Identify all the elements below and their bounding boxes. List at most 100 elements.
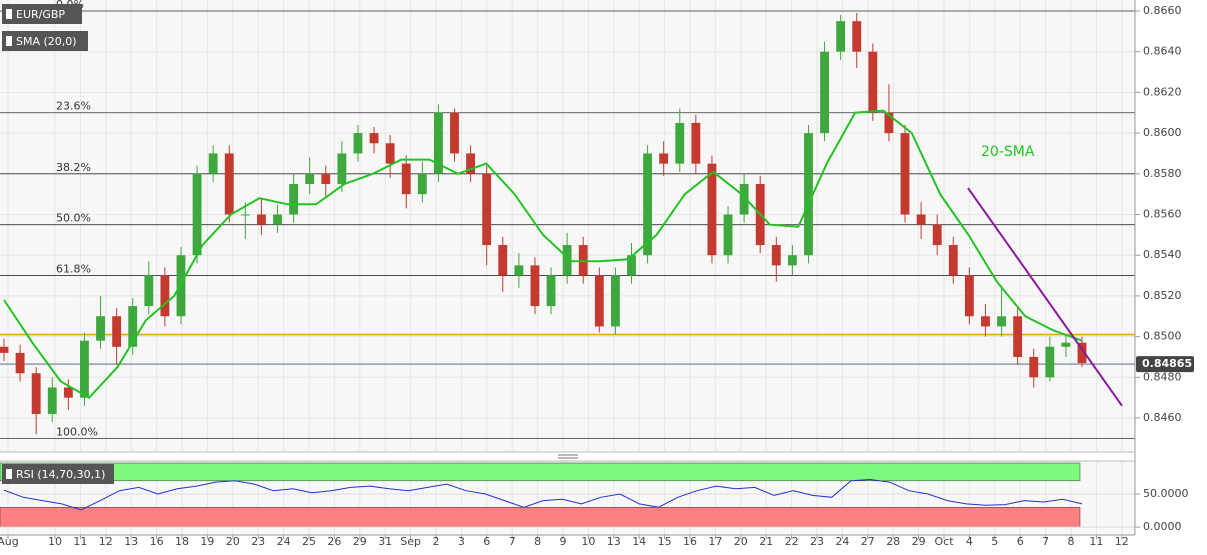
candle-body <box>31 373 41 414</box>
candle-body <box>578 245 588 276</box>
y-tick-label: 0.8480 <box>1143 370 1182 383</box>
fib-label: 23.6% <box>56 100 91 113</box>
candle-body <box>369 133 379 144</box>
candle-body <box>144 275 154 307</box>
candle-body <box>981 316 990 327</box>
fib-label: 50.0% <box>56 212 91 225</box>
x-tick-label: 12 <box>99 535 113 548</box>
candle-body <box>659 153 669 164</box>
x-tick-label: 17 <box>708 535 722 548</box>
candle-body <box>643 153 653 256</box>
candle-body <box>562 245 572 276</box>
y-tick-label: 0.8580 <box>1143 167 1182 180</box>
candle-body <box>932 224 942 246</box>
candle-body <box>675 122 685 164</box>
x-tick-label: Sep <box>400 535 421 548</box>
candle-body <box>546 275 556 307</box>
x-tick-label: 23 <box>251 535 265 548</box>
icon <box>6 469 12 479</box>
x-tick-label: 9 <box>560 535 567 548</box>
x-tick-label: 12 <box>1115 535 1129 548</box>
candle-body <box>498 245 508 276</box>
candle-body <box>1029 356 1039 378</box>
candle-body <box>916 214 926 225</box>
y-tick-label: 0.8460 <box>1143 411 1182 424</box>
x-tick-label: 21 <box>759 535 773 548</box>
rsi-box <box>2 464 114 484</box>
y-tick-label: 0.8660 <box>1143 4 1182 17</box>
candle-body <box>417 173 427 195</box>
candle-body <box>820 51 829 134</box>
sma-line <box>3 109 1083 399</box>
candle-body <box>257 214 266 225</box>
oversold-band <box>0 507 1081 528</box>
candle-body <box>273 214 282 225</box>
x-tick-label: 29 <box>912 535 926 548</box>
candle-body <box>289 183 299 215</box>
sma-annotation: 20-SMA <box>981 144 1035 160</box>
indicator-label: SMA (20,0) <box>16 35 77 48</box>
candle-body <box>240 214 250 216</box>
rsi-tick-label: 50.0000 <box>1143 487 1189 500</box>
x-tick-label: 15 <box>658 535 672 548</box>
fib-label: 38.2% <box>56 161 91 174</box>
candle-body <box>771 245 781 266</box>
x-tick-label: 11 <box>1089 535 1103 548</box>
x-tick-label: 25 <box>302 535 316 548</box>
candle-body <box>112 316 122 347</box>
candle-body <box>224 153 234 215</box>
x-tick-label: Oct <box>934 535 954 548</box>
candle-body <box>804 133 813 256</box>
x-tick-label: 8 <box>534 535 541 548</box>
last-price-box <box>1136 356 1194 373</box>
candle-body <box>385 143 395 164</box>
candle-body <box>836 21 846 52</box>
candle-body <box>192 173 202 256</box>
x-tick-label: 6 <box>1017 535 1024 548</box>
y-tick-label: 0.8620 <box>1143 85 1182 98</box>
x-tick-label: 10 <box>581 535 595 548</box>
y-tick-label: 0.8600 <box>1143 126 1182 139</box>
x-tick-label: 16 <box>150 535 164 548</box>
x-tick-label: 24 <box>835 535 849 548</box>
candle-body <box>160 275 170 317</box>
rsi-label: RSI (14,70,30,1) <box>16 468 105 481</box>
x-tick-label: 11 <box>73 535 87 548</box>
fib-label: 61.8% <box>56 263 91 276</box>
candle-body <box>321 173 331 184</box>
symbol-box <box>2 4 82 24</box>
x-tick-label: 26 <box>327 535 341 548</box>
candle-body <box>47 387 57 414</box>
rsi-line <box>3 478 1083 511</box>
candle-body <box>353 133 363 154</box>
plot: 0.0%23.6%38.2%50.0%61.8%100.0% <box>0 0 1135 511</box>
x-tick-label: 8 <box>1068 535 1075 548</box>
candle-body <box>1013 316 1023 357</box>
candle-body <box>707 163 717 256</box>
candle-body <box>868 51 878 113</box>
x-tick-label: 7 <box>1042 535 1049 548</box>
grid <box>0 0 1135 535</box>
candle-body <box>1061 342 1071 347</box>
candle-body <box>997 316 1006 327</box>
y-tick-label: 0.8640 <box>1143 45 1182 58</box>
x-tick-label: 13 <box>607 535 621 548</box>
x-tick-label: 31 <box>378 535 392 548</box>
x-tick-label: 10 <box>48 535 62 548</box>
splitter[interactable] <box>558 454 578 459</box>
candle-body <box>723 214 733 256</box>
last-price-label: 0.84865 <box>1142 357 1192 370</box>
x-tick-label: 18 <box>175 535 189 548</box>
candle-body <box>450 112 459 154</box>
candle-body <box>1077 342 1087 364</box>
candle-body <box>337 153 347 184</box>
candle-body <box>948 245 958 276</box>
x-tick-label: 14 <box>632 535 646 548</box>
candle-body <box>852 21 862 52</box>
x-tick-label: 6 <box>483 535 490 548</box>
candle-body <box>482 173 492 246</box>
x-tick-label: 29 <box>353 535 367 548</box>
x-tick-label: Aug <box>0 535 19 548</box>
